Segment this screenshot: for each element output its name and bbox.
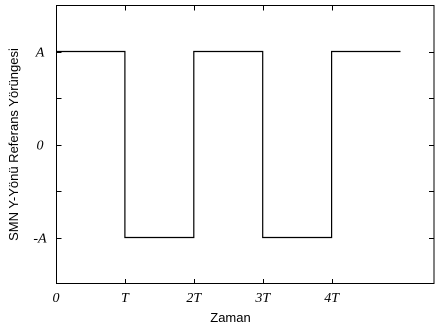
- x-tick-label: 4T: [324, 291, 340, 306]
- series-line: [56, 50, 401, 239]
- x-tick-label: 2T: [186, 291, 202, 306]
- tick-marks: [56, 5, 434, 284]
- y-tick-label: A: [35, 46, 45, 61]
- y-tick-labels: A 0 -A: [33, 46, 47, 247]
- x-axis-label: Zaman: [210, 310, 250, 325]
- x-tick-label: T: [121, 291, 130, 306]
- plot-frame: [56, 5, 435, 284]
- x-tick-labels: 0 T 2T 3T 4T: [53, 291, 341, 306]
- y-tick-label: 0: [37, 139, 44, 154]
- x-tick-label: 0: [53, 291, 60, 306]
- y-tick-label: -A: [33, 232, 47, 247]
- x-tick-label: 3T: [254, 291, 271, 306]
- y-axis-label: SMN Y-Yönü Referans Yörüngesi: [6, 48, 21, 241]
